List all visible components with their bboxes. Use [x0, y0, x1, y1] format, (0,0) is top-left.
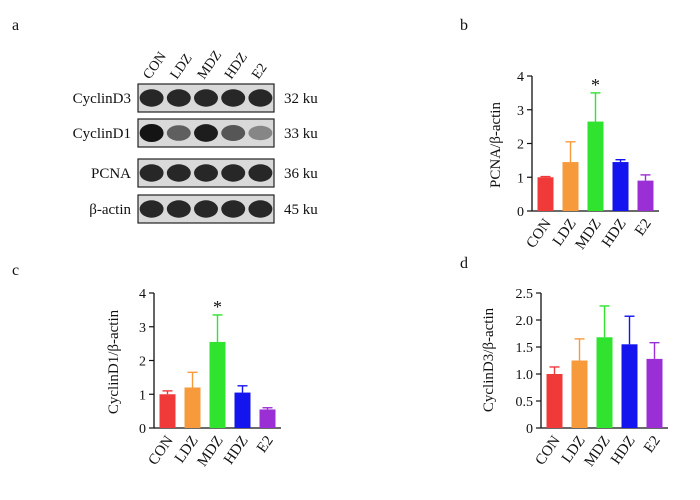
category-label: HDZ	[608, 433, 639, 467]
blot-band	[221, 200, 246, 218]
category-label: E2	[254, 433, 277, 456]
blot-band	[166, 200, 191, 218]
protein-label: β-actin	[89, 202, 131, 218]
blot-row: β-actin 45 ku	[89, 194, 318, 224]
blot-band	[194, 124, 218, 142]
y-tick-label: 2.0	[516, 314, 534, 329]
bar	[234, 392, 251, 428]
y-tick-label: 0	[139, 422, 146, 437]
category-label: CON	[524, 216, 555, 251]
significance-marker: *	[591, 75, 600, 95]
blot-band	[221, 89, 246, 107]
bar	[596, 337, 613, 428]
significance-marker: *	[213, 297, 222, 317]
protein-label: CyclinD3	[73, 91, 131, 107]
blot-band	[166, 89, 191, 107]
y-tick-label: 1	[139, 388, 146, 403]
category-label: MDZ	[582, 433, 614, 469]
blot-band	[248, 200, 273, 218]
panel-letter: d	[460, 255, 468, 272]
category-label: CON	[146, 433, 177, 468]
y-tick-label: 1.0	[516, 368, 534, 383]
blot-row: PCNA 36 ku	[91, 158, 318, 188]
blot-row: CyclinD3 32 ku	[73, 83, 318, 113]
protein-label: CyclinD1	[73, 126, 131, 142]
blot-band	[139, 200, 164, 218]
category-label: CON	[533, 433, 564, 468]
bar	[646, 358, 663, 428]
bar	[546, 374, 563, 428]
y-tick-label: 3	[517, 104, 524, 119]
y-tick-label: 4	[139, 287, 146, 302]
bar	[259, 409, 276, 428]
blot-band	[248, 89, 273, 107]
blot-row: CyclinD1 33 ku	[73, 118, 318, 148]
bar	[209, 341, 226, 428]
y-tick-label: 4	[517, 70, 524, 85]
blot-band	[166, 125, 191, 141]
blot-band	[194, 89, 218, 107]
bar	[571, 360, 588, 428]
category-label: MDZ	[195, 433, 227, 469]
bar	[637, 180, 654, 211]
y-tick-label: 2	[139, 355, 146, 370]
panel-d-cyclind3-chart: d00.51.01.52.02.5CyclinD3/β-actinCONLDZM…	[460, 255, 668, 470]
molecular-weight-label: 33 ku	[284, 126, 318, 142]
blot-band	[194, 164, 218, 182]
bar	[159, 394, 176, 428]
y-axis-label: CyclinD1/β-actin	[106, 309, 122, 414]
lane-label: E2	[249, 61, 270, 82]
y-tick-label: 3	[139, 321, 146, 336]
y-tick-label: 0.5	[516, 395, 534, 410]
bar	[587, 121, 604, 211]
bar	[184, 387, 201, 428]
protein-label: PCNA	[91, 166, 131, 182]
bar	[612, 162, 629, 211]
blot-band	[248, 164, 273, 182]
blot-band	[194, 200, 218, 218]
blot-band	[139, 123, 164, 143]
y-tick-label: 2	[517, 138, 524, 153]
blot-band	[221, 125, 246, 141]
y-axis-label: CyclinD3/β-actin	[481, 307, 497, 412]
bar	[562, 162, 579, 211]
category-label: MDZ	[573, 216, 605, 252]
category-label: E2	[641, 433, 664, 456]
molecular-weight-label: 36 ku	[284, 166, 318, 182]
blot-rows: CyclinD3 32 ku CyclinD1 33 ku PCNA 36 ku β-act…	[73, 83, 318, 224]
y-tick-label: 2.5	[516, 287, 534, 302]
blot-band	[248, 125, 273, 141]
y-tick-label: 1.5	[516, 341, 534, 356]
molecular-weight-label: 45 ku	[284, 202, 318, 218]
y-tick-label: 0	[526, 422, 533, 437]
lane-label: CON	[141, 49, 170, 82]
blot-band	[166, 164, 191, 182]
lane-label: HDZ	[222, 50, 251, 82]
category-label: HDZ	[599, 216, 630, 250]
panel-letter: c	[12, 262, 19, 279]
blot-band	[221, 164, 246, 182]
category-label: HDZ	[221, 433, 252, 467]
bar	[537, 177, 554, 211]
panel-letter: b	[460, 17, 468, 34]
blot-band	[139, 164, 164, 182]
molecular-weight-label: 32 ku	[284, 91, 318, 107]
lane-label: LDZ	[168, 51, 196, 82]
bar	[621, 344, 638, 428]
panel-a-letter: a	[12, 17, 19, 34]
y-tick-label: 1	[517, 171, 524, 186]
y-tick-label: 0	[517, 205, 524, 220]
lane-label: MDZ	[195, 48, 225, 82]
blot-band	[139, 89, 164, 107]
y-axis-label: PCNA/β-actin	[488, 102, 504, 188]
category-label: E2	[632, 216, 655, 239]
